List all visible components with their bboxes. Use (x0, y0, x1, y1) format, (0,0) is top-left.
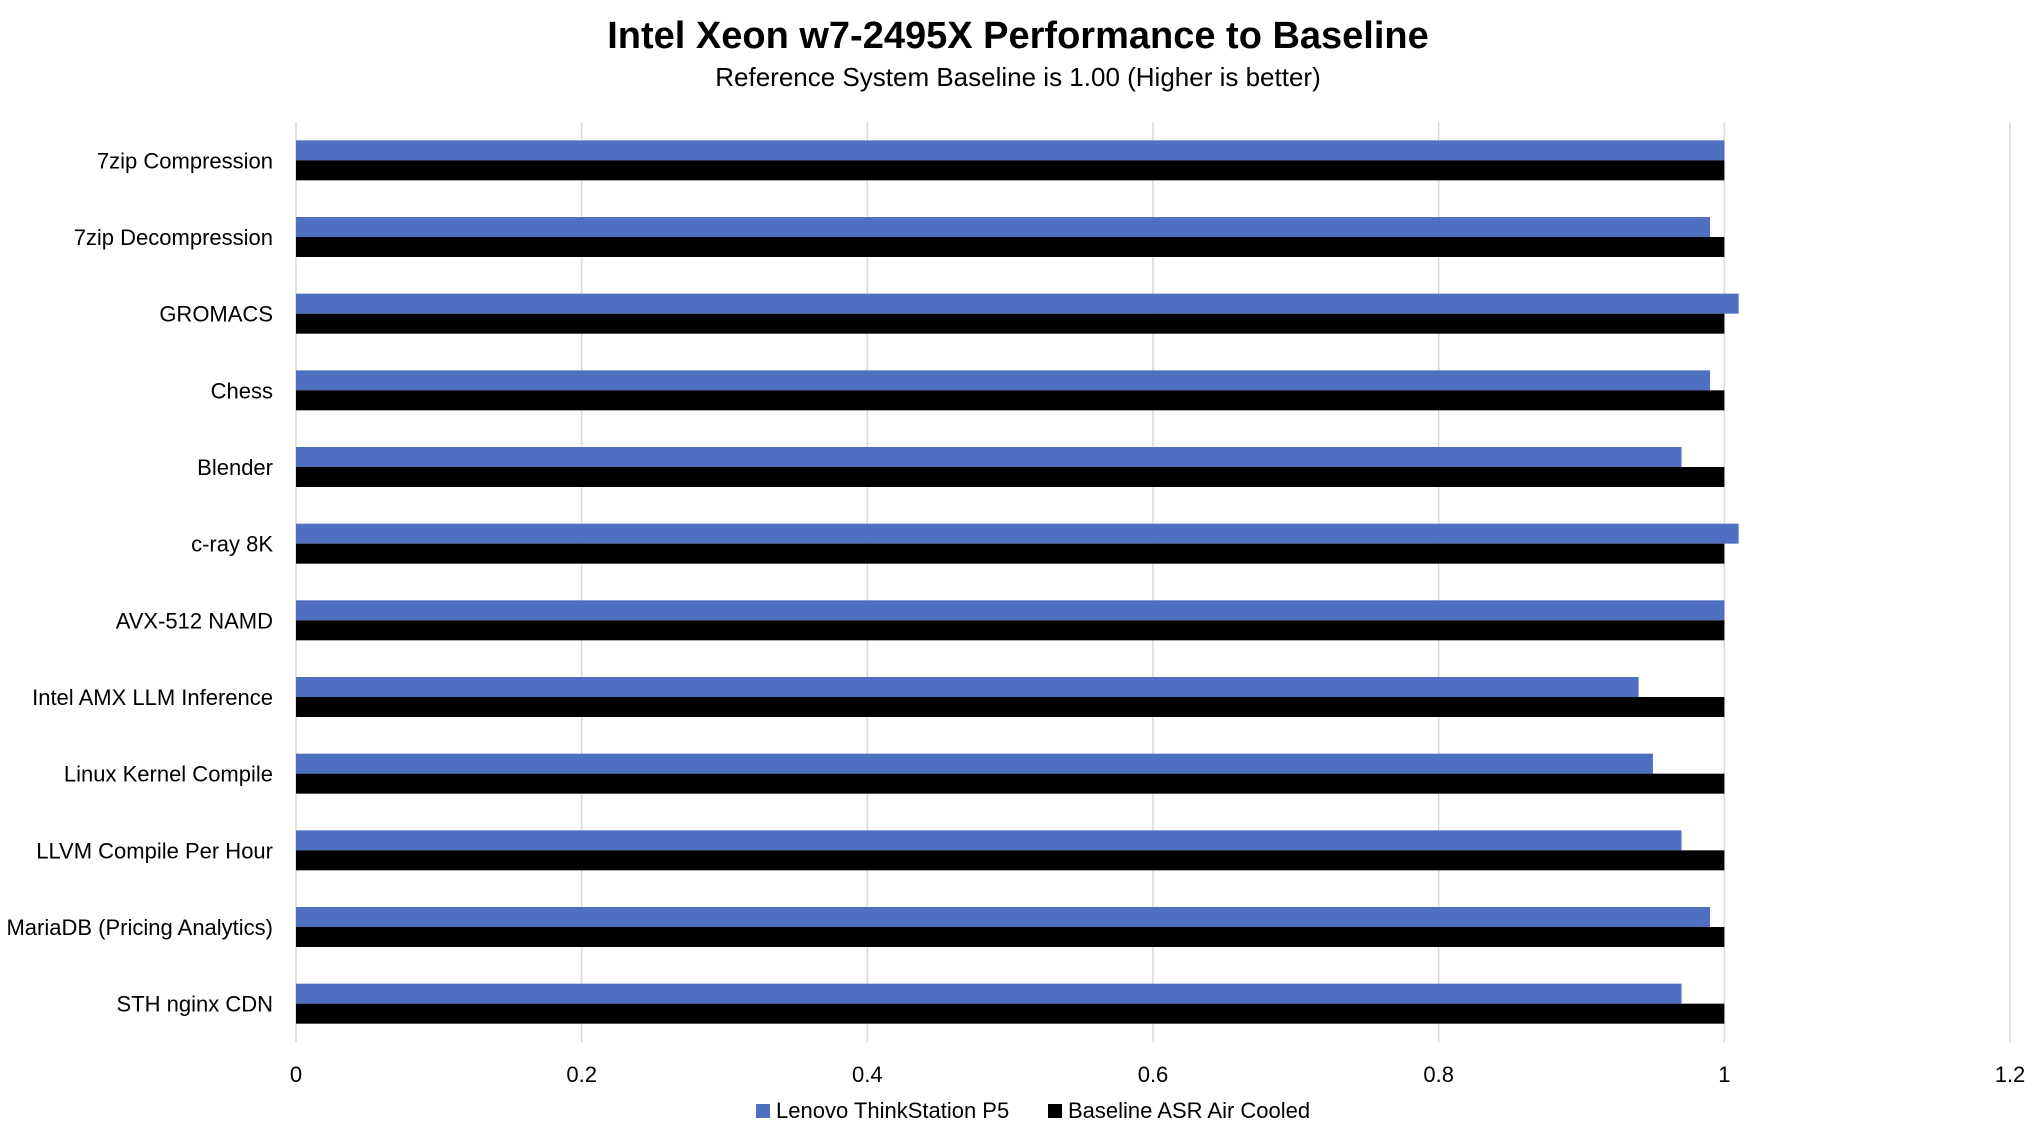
bar-baseline-asr-air-cooled-avx-512-namd (296, 620, 1725, 641)
bar-lenovo-thinkstation-p5-c-ray-8k (296, 523, 1739, 544)
x-axis: 0 0.2 0.4 0.6 0.8 1 1.2 (290, 122, 2025, 1087)
x-tick-label: 1 (1718, 1062, 1730, 1087)
category-label-7zip-compression: 7zip Compression (97, 148, 273, 173)
bar-baseline-asr-air-cooled-linux-kernel-compile (296, 773, 1725, 794)
x-tick-label: 0 (290, 1062, 302, 1087)
bar-baseline-asr-air-cooled-intel-amx-llm-inference (296, 697, 1725, 717)
bar-lenovo-thinkstation-p5-mariadb-pricing-analytics (296, 907, 1711, 927)
bar-baseline-asr-air-cooled-sth-nginx-cdn (296, 1003, 1725, 1024)
bar-baseline-asr-air-cooled-c-ray-8k (296, 543, 1725, 564)
category-label-7zip-decompression: 7zip Decompression (74, 225, 273, 250)
bar-lenovo-thinkstation-p5-sth-nginx-cdn (296, 983, 1682, 1004)
gridlines (580, 122, 2011, 1042)
bar-lenovo-thinkstation-p5-linux-kernel-compile (296, 753, 1653, 774)
category-label-avx-512-namd: AVX-512 NAMD (116, 608, 273, 633)
bar-baseline-asr-air-cooled-chess (296, 390, 1725, 411)
bar-baseline-asr-air-cooled-mariadb-pricing-analytics (296, 927, 1725, 947)
chart-title: Intel Xeon w7-2495X Performance to Basel… (607, 15, 1429, 57)
chart-subtitle: Reference System Baseline is 1.00 (Highe… (715, 62, 1321, 92)
category-label-blender: Blender (197, 455, 273, 480)
category-label-sth-nginx-cdn: STH nginx CDN (117, 992, 273, 1017)
legend-swatch-lenovo-thinkstation-p5 (756, 1104, 770, 1118)
category-label-mariadb-pricing-analytics: MariaDB (Pricing Analytics) (6, 915, 273, 940)
bar-lenovo-thinkstation-p5-intel-amx-llm-inference (296, 677, 1639, 697)
category-label-c-ray-8k: c-ray 8K (191, 532, 273, 557)
category-labels: 7zip Compression 7zip Decompression GROMAC… (6, 148, 273, 1016)
bar-lenovo-thinkstation-p5-7zip-decompression (296, 217, 1711, 237)
bar-lenovo-thinkstation-p5-7zip-compression (296, 140, 1725, 161)
x-tick-label: 0.4 (852, 1062, 883, 1087)
bar-baseline-asr-air-cooled-7zip-decompression (296, 237, 1725, 257)
legend: Lenovo ThinkStation P5 Baseline ASR Air C… (756, 1098, 1310, 1123)
x-tick-label: 1.2 (1995, 1062, 2026, 1087)
bar-lenovo-thinkstation-p5-llvm-compile-per-hour (296, 830, 1682, 851)
category-label-gromacs: GROMACS (159, 302, 273, 327)
bar-baseline-asr-air-cooled-blender (296, 467, 1725, 487)
bar-lenovo-thinkstation-p5-chess (296, 370, 1711, 391)
category-label-llvm-compile-per-hour: LLVM Compile Per Hour (36, 838, 273, 863)
category-label-linux-kernel-compile: Linux Kernel Compile (64, 762, 273, 787)
bar-baseline-asr-air-cooled-llvm-compile-per-hour (296, 850, 1725, 871)
bar-lenovo-thinkstation-p5-blender (296, 447, 1682, 467)
bars (296, 140, 1739, 1024)
x-tick-label: 0.8 (1423, 1062, 1454, 1087)
legend-swatch-baseline-asr-air-cooled (1048, 1104, 1062, 1118)
x-tick-label: 0.2 (566, 1062, 597, 1087)
legend-label-lenovo-thinkstation-p5: Lenovo ThinkStation P5 (776, 1098, 1009, 1123)
bar-baseline-asr-air-cooled-gromacs (296, 313, 1725, 334)
legend-label-baseline-asr-air-cooled: Baseline ASR Air Cooled (1068, 1098, 1310, 1123)
category-label-intel-amx-llm-inference: Intel AMX LLM Inference (32, 685, 273, 710)
bar-lenovo-thinkstation-p5-gromacs (296, 293, 1739, 314)
bar-lenovo-thinkstation-p5-avx-512-namd (296, 600, 1725, 621)
x-tick-label: 0.6 (1138, 1062, 1169, 1087)
category-label-chess: Chess (211, 378, 273, 403)
bar-baseline-asr-air-cooled-7zip-compression (296, 160, 1725, 181)
